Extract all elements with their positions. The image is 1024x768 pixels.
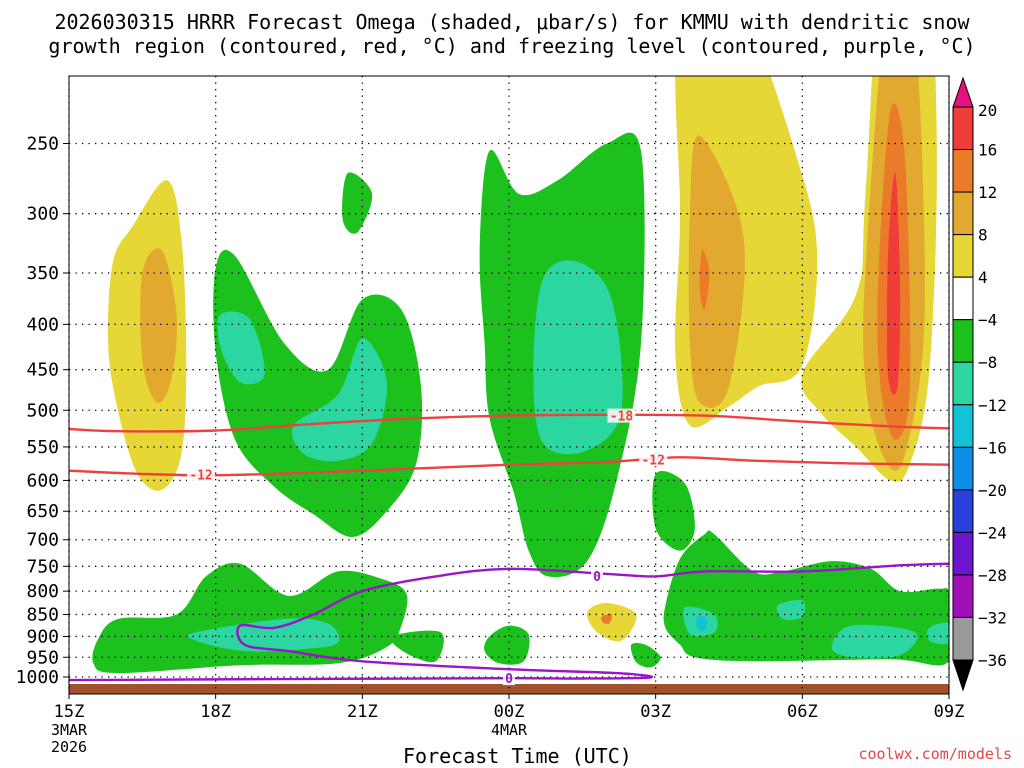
omega-region-2 [213,249,423,538]
colorbar-tick-1: 16 [978,141,997,160]
omega-region-7 [187,618,340,652]
ytick-label-800: 800 [26,581,59,602]
ytick-label-1000: 1000 [16,667,59,688]
omega-region-28 [601,614,613,625]
colorbar-bin-8 [952,404,974,448]
ytick-label-350: 350 [26,263,59,284]
ytick-label-600: 600 [26,470,59,491]
freezing-level-label-bg-0 [503,671,515,686]
colorbar-bin-13 [952,616,974,661]
omega-region-8 [390,630,444,663]
freezing-level-label-bg-1 [591,568,603,583]
xtick-label-21Z: 21Z [347,702,378,722]
colorbar-tick-7: −12 [978,396,1007,415]
ytick-label-450: 450 [26,360,59,381]
colorbar-bin-12 [952,574,974,618]
credit-link[interactable]: coolwx.com/models [858,745,1012,763]
colorbar-tick-11: −28 [978,566,1007,585]
colorbar-bin-2 [952,149,974,193]
ytick-label-850: 850 [26,604,59,625]
omega-region-23 [831,624,918,659]
contours: -18 -12 -12 0 0 [69,408,949,687]
omega-region-5 [342,172,373,234]
ytick-label-300: 300 [26,204,59,225]
colorbar-bottom-arrow [952,659,974,692]
colorbar-tick-0: 20 [978,101,997,120]
colorbar-tick-12: −32 [978,608,1007,627]
colorbar-tick-3: 8 [978,226,988,245]
colorbar-bin-4 [952,234,974,278]
colorbar-tick-2: 12 [978,183,997,202]
xtick-label-09Z: 09Z [934,702,965,722]
omega-region-14 [699,250,710,311]
freezing-level-label-1: 0 [593,570,601,585]
chart-title-line2: growth region (contoured, red, °C) and f… [48,34,976,58]
omega-region-4 [291,338,388,462]
xtick-label-00Z: 00Z [494,702,525,722]
omega-region-27 [586,602,637,642]
colorbar-tick-10: −24 [978,523,1007,542]
xtick-label-03Z: 03Z [640,702,671,722]
dgz-bottom-label-1: -12 [641,453,664,468]
omega-region-3 [217,311,265,385]
colorbar-tick-13: −36 [978,651,1007,670]
colorbar-bin-7 [952,361,974,406]
omega-region-13 [688,135,745,408]
chart-title-line1: 2026030315 HRRR Forecast Omega (shaded, … [54,10,970,34]
xdate-label-15Z-0: 3MAR [51,721,88,739]
colorbar-bin-9 [952,446,974,491]
dgz-bottom-label-0: -12 [189,469,212,484]
colorbar-bin-11 [952,531,974,576]
colorbar-tick-8: −16 [978,438,1007,457]
colorbar-bin-6 [952,319,974,363]
omega-region-1 [140,248,178,403]
omega-shading [92,76,949,674]
omega-region-6 [92,562,408,674]
colorbar-top-arrow [952,76,974,108]
xdate-label-15Z-1: 2026 [51,738,87,756]
ytick-label-500: 500 [26,400,59,421]
xtick-label-15Z: 15Z [54,702,85,722]
dgz-top-contour [69,413,949,433]
colorbar-bin-5 [952,276,974,321]
ytick-label-400: 400 [26,314,59,335]
ytick-label-550: 550 [26,437,59,458]
dgz-bottom-label-bg-0 [187,467,215,482]
ytick-label-250: 250 [26,134,59,155]
colorbar-bin-10 [952,489,974,533]
omega-region-24 [927,622,949,645]
omega-region-10 [533,260,623,455]
xtick-label-18Z: 18Z [200,702,231,722]
omega-region-11 [484,625,530,665]
ytick-label-950: 950 [26,647,59,668]
ytick-label-650: 650 [26,501,59,522]
omega-region-25 [696,616,708,631]
freezing-level-label-0: 0 [505,672,513,687]
omega-region-26 [630,643,661,668]
dgz-top-label-bg-0 [607,408,636,423]
colorbar-tick-9: −20 [978,481,1007,500]
freezing-level-contour [69,562,949,682]
colorbar: 20 16 12 8 4 −4 −8 −12 −16 −20 −24 −28 −32 −36 [952,76,1007,692]
ytick-label-700: 700 [26,530,59,551]
x-axis-title: Forecast Time (UTC) [403,744,632,768]
ytick-label-900: 900 [26,626,59,647]
dgz-bottom-label-bg-1 [639,452,668,467]
ground-surface [69,684,949,694]
ytick-label-750: 750 [26,556,59,577]
colorbar-tick-6: −8 [978,353,997,372]
xtick-label-06Z: 06Z [787,702,818,722]
omega-region-18 [886,172,901,395]
y-axis: 2503003504004505005506006507007508008509… [16,134,69,688]
colorbar-tick-5: −4 [978,311,997,330]
colorbar-tick-4: 4 [978,268,988,287]
colorbar-bin-1 [952,106,974,151]
xdate-label-00Z-0: 4MAR [491,721,528,739]
dgz-top-label-0: -18 [610,410,634,425]
colorbar-bin-3 [952,191,974,236]
